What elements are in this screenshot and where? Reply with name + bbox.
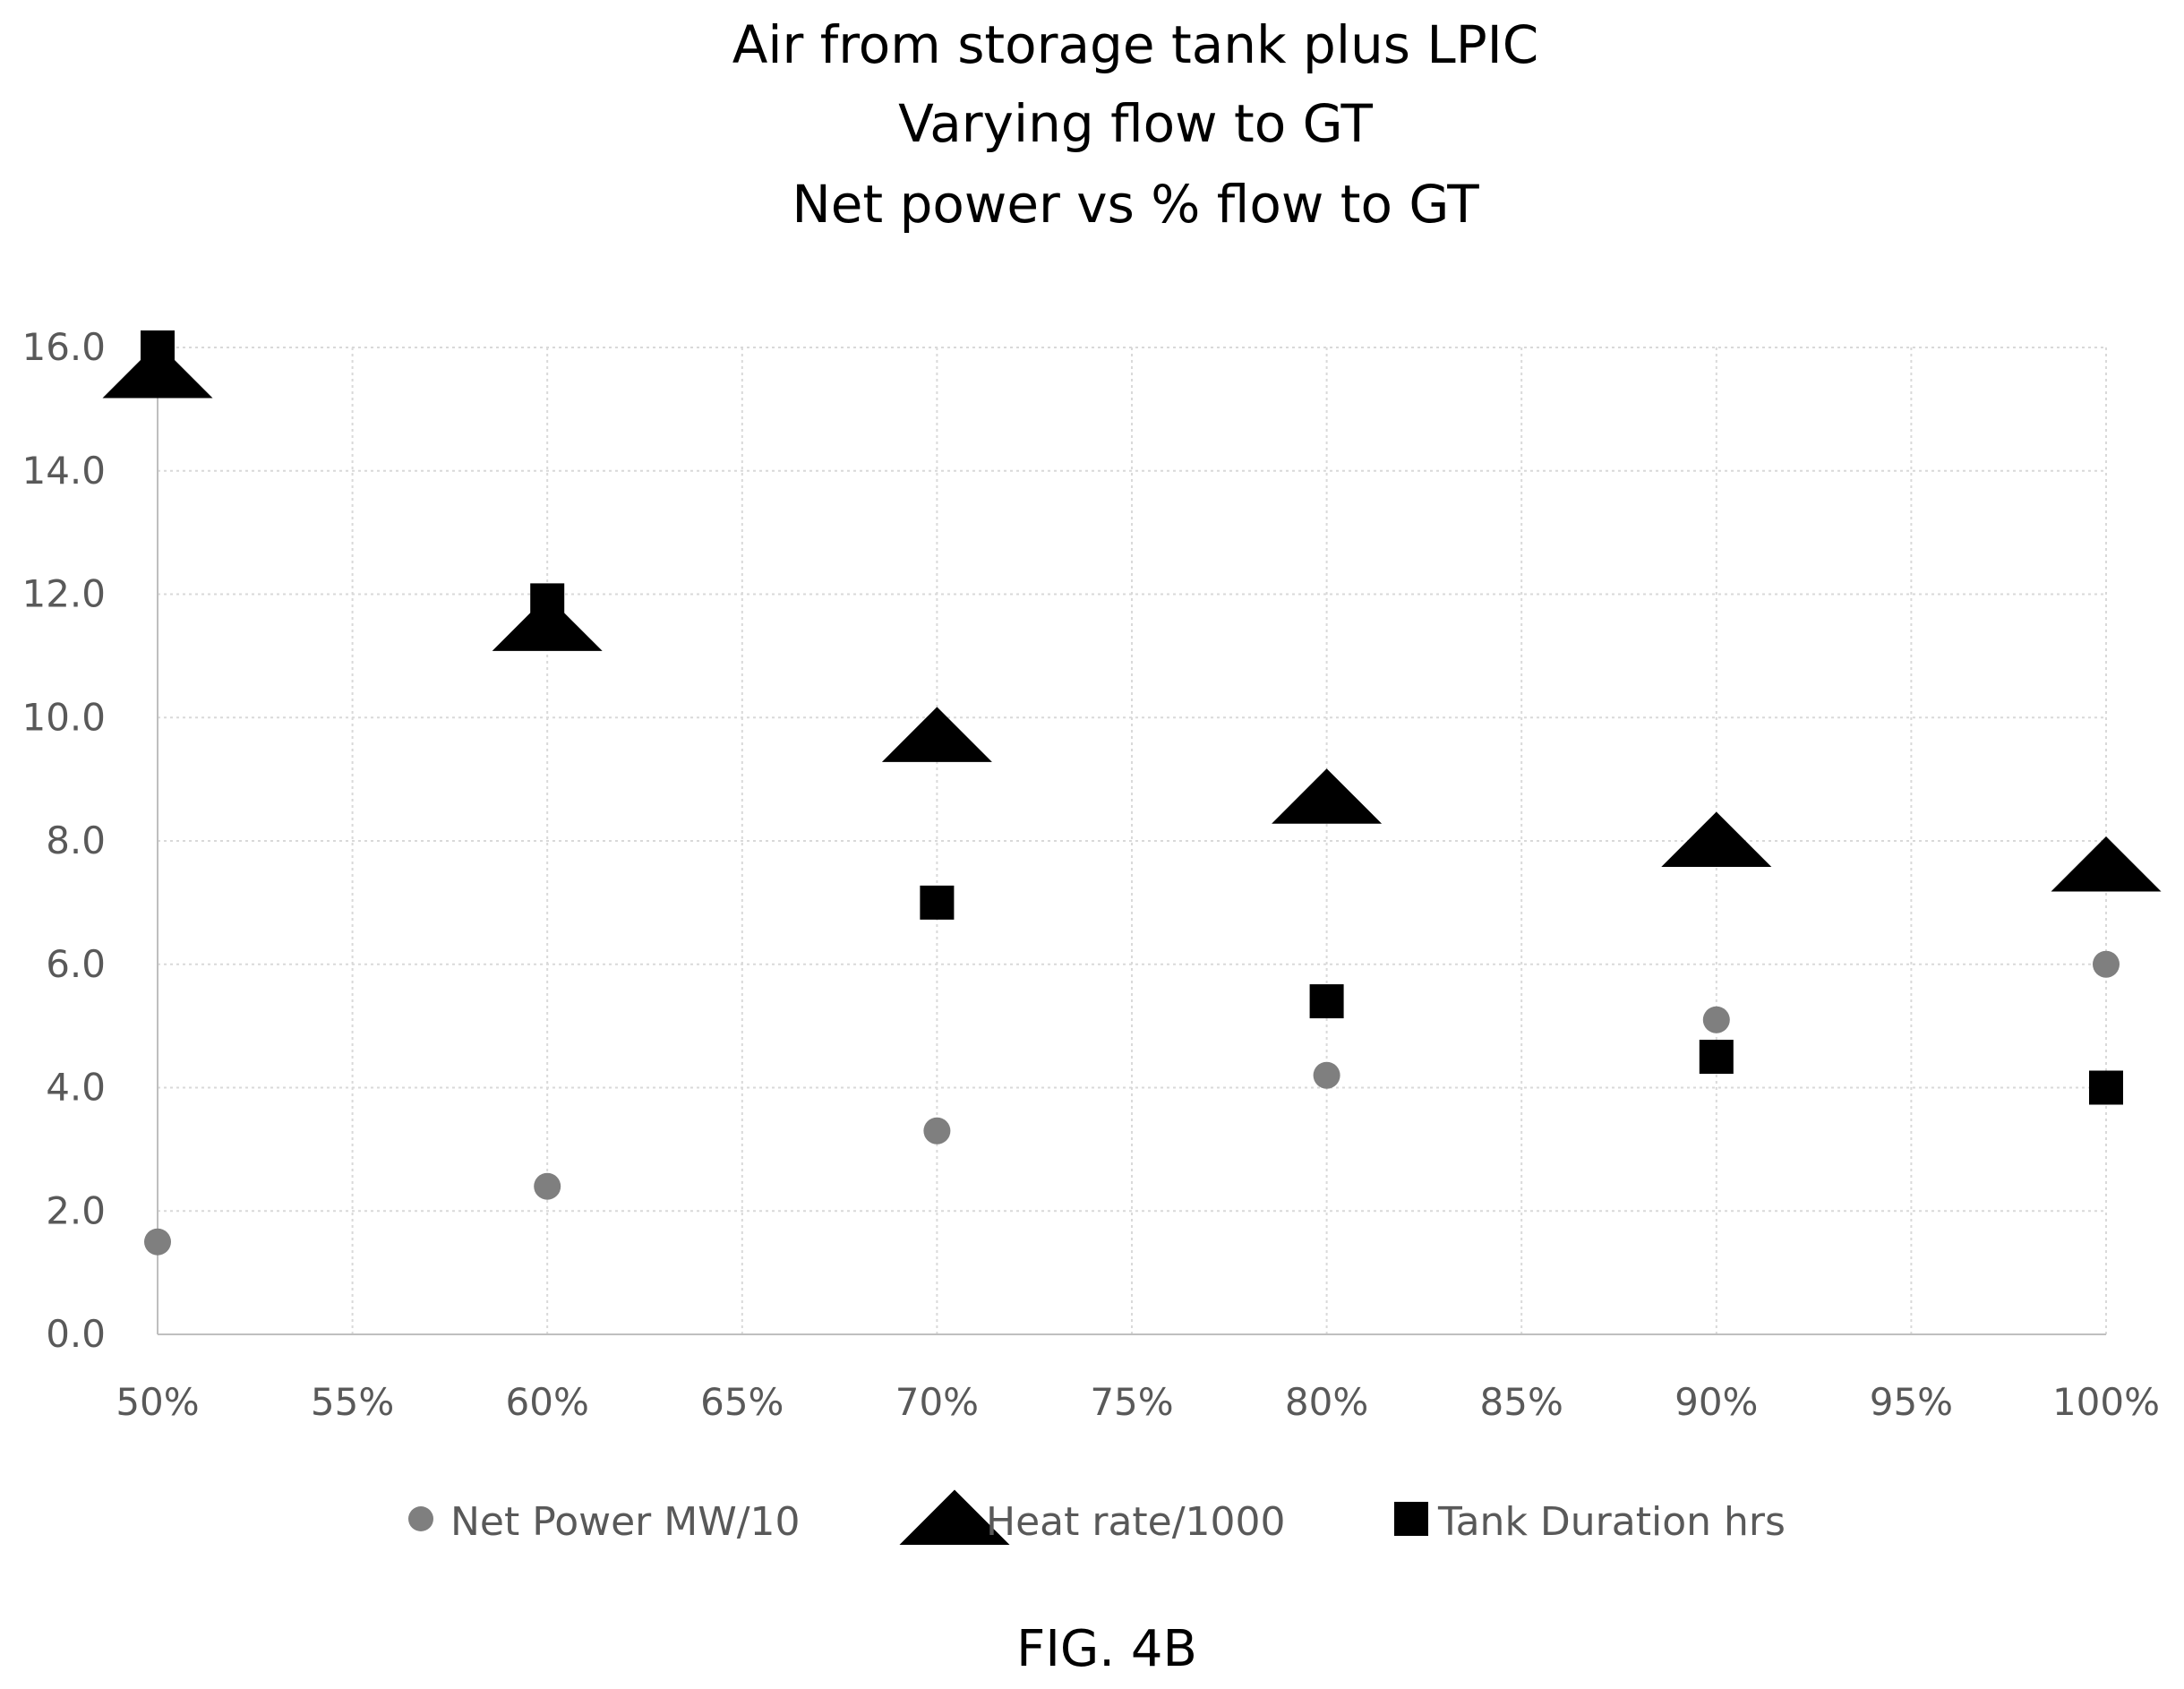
y-tick-label: 14.0 [21,449,106,493]
y-tick-label: 4.0 [46,1066,106,1110]
x-tick-label: 50% [116,1380,199,1424]
y-tick-label: 8.0 [46,819,106,862]
legend: Net Power MW/10 Heat rate/1000 Tank Durati… [408,1489,1786,1545]
data-point-square [1699,1040,1734,1075]
x-axis-tick-labels: 50% 55% 60% 65% 70% 75% 80% 85% 90% 95% 100% [116,1380,2160,1424]
legend-marker-square [1394,1502,1428,1536]
series-triangle [102,343,2162,892]
x-tick-label: 95% [1870,1380,1953,1424]
data-point-circle [144,1228,171,1256]
x-tick-label: 75% [1090,1380,1173,1424]
y-tick-label: 10.0 [21,695,106,739]
legend-label: Heat rate/1000 [986,1499,1286,1545]
legend-entry: Net Power MW/10 [408,1499,801,1545]
x-tick-label: 80% [1285,1380,1368,1424]
data-point-square [920,885,955,920]
data-point-triangle [1661,811,1772,867]
y-tick-label: 6.0 [46,942,106,986]
data-point-square [1309,984,1344,1019]
legend-entry: Heat rate/1000 [899,1489,1286,1545]
chart-title-line-2: Varying flow to GT [898,93,1373,154]
data-point-circle [1313,1061,1340,1089]
y-tick-label: 0.0 [46,1312,106,1356]
x-tick-label: 100% [2052,1380,2160,1424]
data-point-square [530,583,565,618]
data-point-triangle [1272,768,1383,824]
data-point-circle [923,1117,951,1145]
chart-title-line-1: Air from storage tank plus LPIC [732,14,1539,75]
data-point-circle [2093,950,2120,978]
series-circle [144,950,2120,1256]
legend-marker-triangle [899,1489,1010,1545]
data-point-circle [1702,1006,1730,1033]
y-tick-label: 12.0 [21,572,106,616]
figure-caption: FIG. 4B [1016,1620,1197,1678]
data-point-triangle [881,707,992,762]
y-tick-label: 16.0 [21,325,106,369]
legend-label: Net Power MW/10 [450,1499,801,1545]
legend-label: Tank Duration hrs [1437,1499,1786,1545]
data-point-triangle [2051,836,2162,892]
data-point-circle [534,1172,561,1200]
x-tick-label: 65% [700,1380,784,1424]
x-tick-label: 90% [1674,1380,1758,1424]
chart-title: Air from storage tank plus LPIC Varying … [732,14,1539,235]
gridlines [158,347,2107,1334]
data-point-triangle [102,343,213,399]
chart-title-line-3: Net power vs % flow to GT [792,174,1479,235]
legend-entry: Tank Duration hrs [1394,1499,1786,1545]
x-tick-label: 60% [506,1380,589,1424]
data-point-square [141,330,175,364]
x-tick-label: 85% [1480,1380,1563,1424]
data-point-triangle [492,596,603,651]
y-tick-label: 2.0 [46,1188,106,1232]
y-axis-tick-labels: 0.0 2.0 4.0 6.0 8.0 10.0 12.0 14.0 16.0 [21,325,106,1356]
x-tick-label: 55% [311,1380,394,1424]
x-tick-label: 70% [895,1380,979,1424]
data-series [102,330,2162,1256]
axes [157,347,2106,1335]
data-point-square [2089,1070,2123,1105]
legend-marker-circle [408,1506,433,1531]
series-square [141,330,2123,1105]
